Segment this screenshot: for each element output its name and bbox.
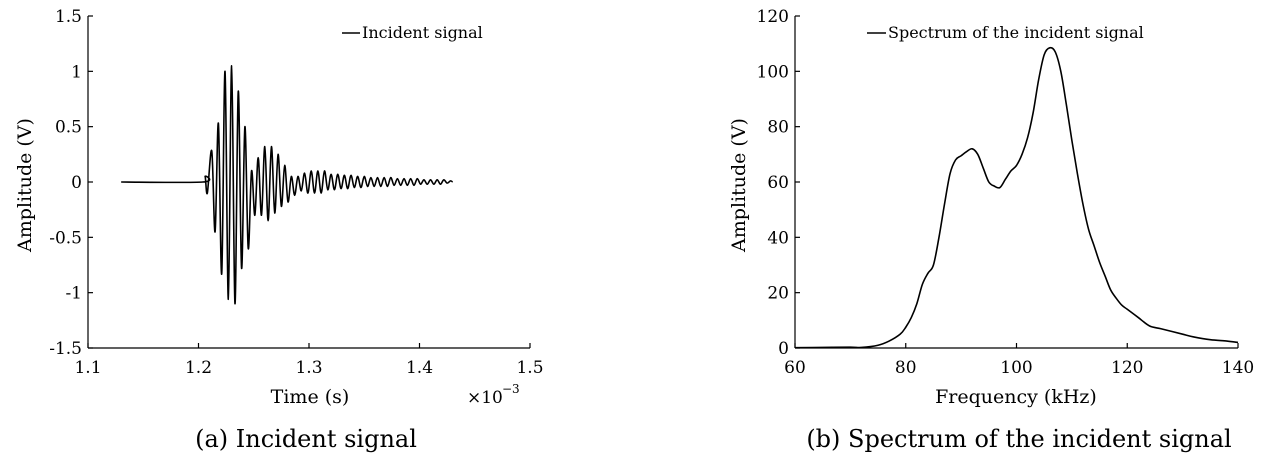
plot-a-tick-labels: 1.1 1.2 1.3 1.4 1.5 1.5 1 0.5 0 -0.5 -1 -1.5 — [49, 7, 543, 378]
plot-b-ticks — [794, 15, 1239, 349]
y-tick-label: 0 — [71, 173, 82, 193]
x-tick-label: 1.2 — [185, 358, 212, 378]
panel-a-incident-signal: 1.1 1.2 1.3 1.4 1.5 1.5 1 0.5 0 -0.5 -1 -1.5 Incide… — [14, 7, 544, 453]
y-tick-label: 20 — [767, 284, 789, 304]
series-line-incident-signal — [121, 64, 454, 305]
x-axis-multiplier-a: ×10 −3 — [467, 382, 520, 408]
y-tick-label: 80 — [767, 118, 789, 138]
plot-a-legend: Incident signal — [342, 23, 483, 42]
plot-b-axes — [794, 16, 1238, 349]
y-tick-label: -1.5 — [49, 339, 82, 359]
x-multiplier-base-a: ×10 — [467, 388, 503, 408]
x-multiplier-exponent-a: −3 — [502, 382, 520, 396]
x-tick-label: 60 — [784, 358, 806, 378]
legend-label-spectrum: Spectrum of the incident signal — [888, 23, 1144, 42]
y-axis-label-b: Amplitude (V) — [728, 118, 750, 253]
x-tick-label: 140 — [1222, 358, 1254, 378]
y-tick-label: -1 — [65, 284, 82, 304]
series-line-spectrum — [794, 46, 1239, 349]
y-tick-label: 0 — [778, 339, 789, 359]
y-tick-label: 120 — [757, 7, 789, 27]
y-tick-label: 40 — [767, 228, 789, 248]
x-tick-label: 1.3 — [295, 358, 322, 378]
caption-a: (a) Incident signal — [195, 425, 417, 453]
plot-b-tick-labels: 60 80 100 120 140 120 100 80 60 40 20 0 — [757, 7, 1255, 378]
x-tick-label: 80 — [895, 358, 917, 378]
y-axis-label-a: Amplitude (V) — [14, 118, 36, 253]
x-tick-label: 1.1 — [74, 358, 101, 378]
legend-label-incident-signal: Incident signal — [362, 23, 483, 42]
y-tick-label: -0.5 — [49, 228, 82, 248]
x-tick-label: 120 — [1111, 358, 1143, 378]
panel-b-spectrum: 60 80 100 120 140 120 100 80 60 40 20 0 Spectrum of… — [728, 7, 1254, 453]
x-axis-label-b: Frequency (kHz) — [935, 386, 1097, 408]
x-axis-label-a: Time (s) — [271, 386, 350, 408]
x-tick-label: 100 — [1000, 358, 1032, 378]
x-tick-label: 1.5 — [516, 358, 543, 378]
y-tick-label: 60 — [767, 173, 789, 193]
x-tick-label: 1.4 — [406, 358, 433, 378]
y-tick-label: 100 — [757, 62, 789, 82]
plot-b-legend: Spectrum of the incident signal — [867, 23, 1144, 42]
plot-a-ticks — [87, 15, 531, 349]
y-tick-label: 1 — [71, 62, 82, 82]
y-tick-label: 1.5 — [55, 7, 82, 27]
y-tick-label: 0.5 — [55, 118, 82, 138]
caption-b: (b) Spectrum of the incident signal — [806, 425, 1231, 453]
